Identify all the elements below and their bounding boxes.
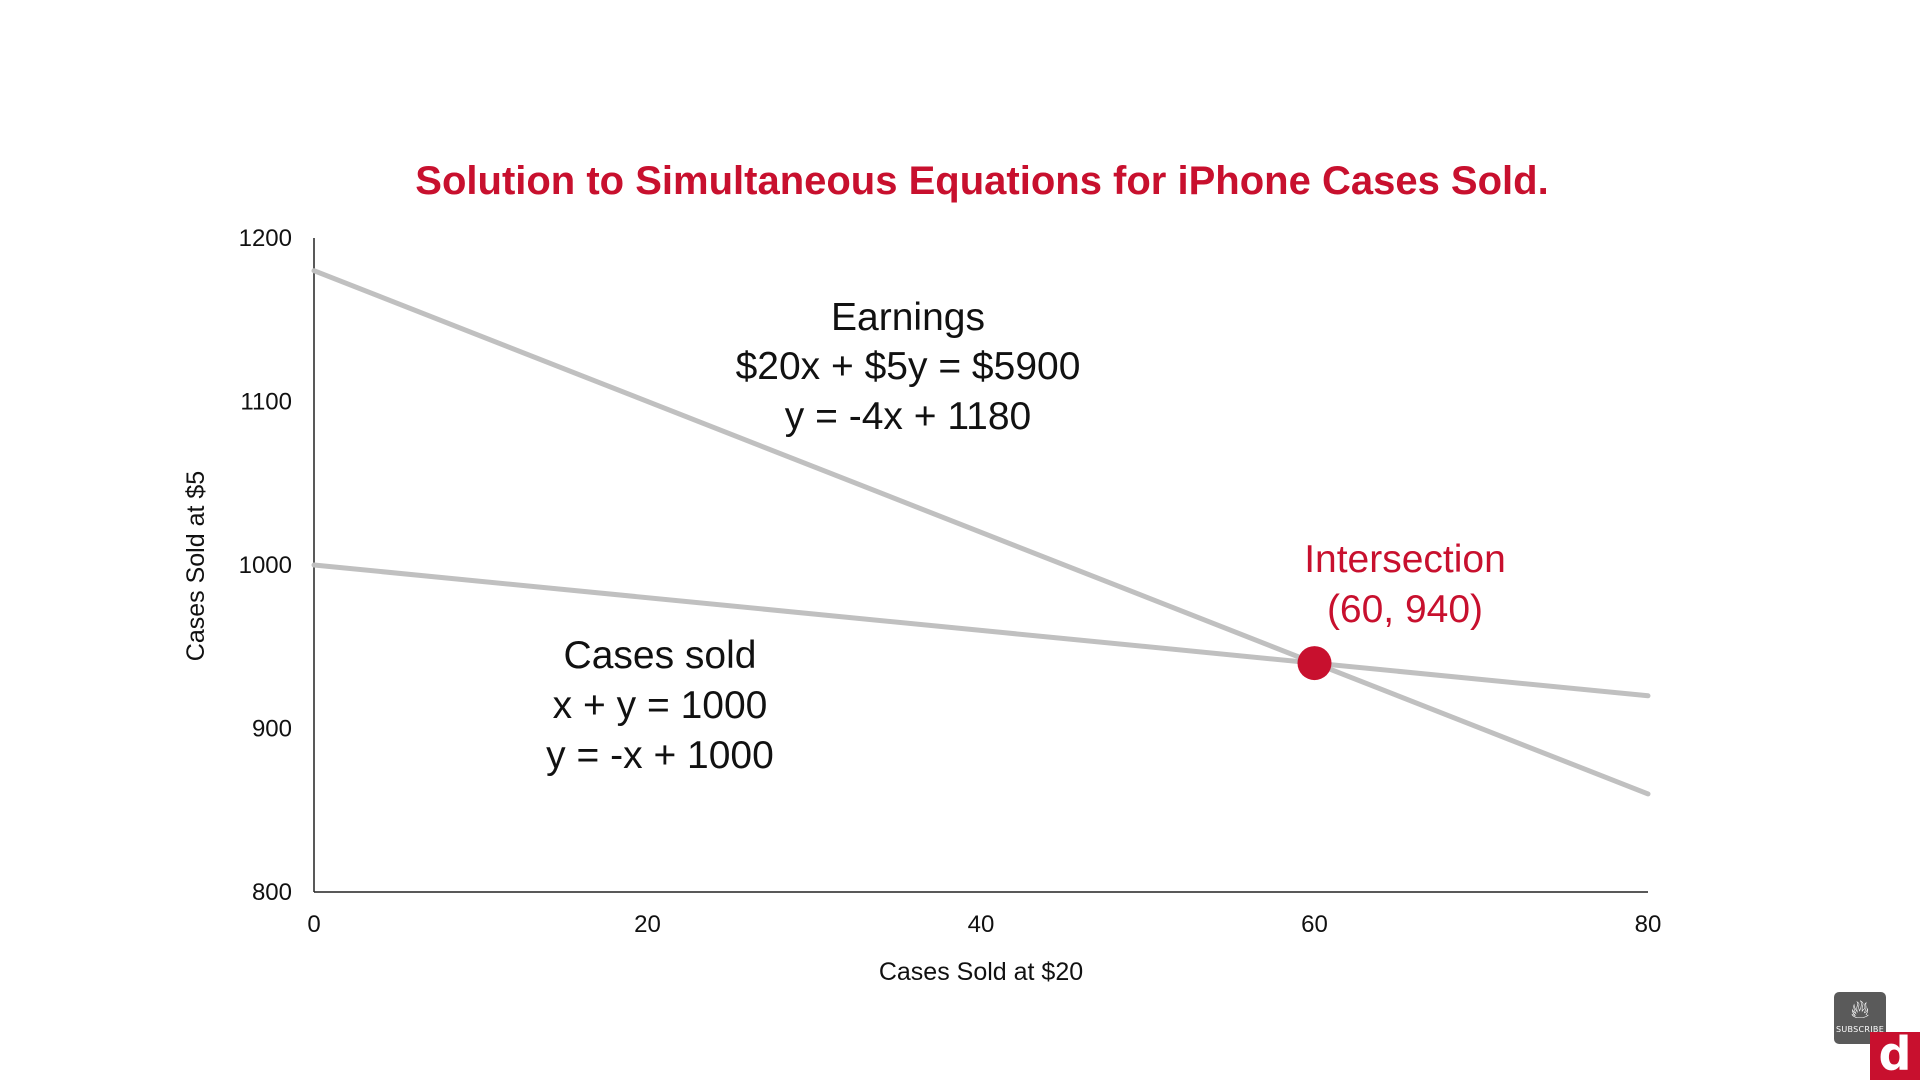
y-tick-labels: 800 900 1000 1100 1200 (239, 225, 292, 906)
intersection-point (1297, 646, 1332, 681)
earnings-annotation-equation: $20x + $5y = $5900 (736, 345, 1081, 388)
y-tick-label: 1100 (240, 389, 292, 416)
intersection-label: Intersection (1304, 538, 1506, 581)
x-tick-label: 0 (307, 911, 320, 938)
x-tick-label: 20 (634, 911, 661, 938)
x-tick-label: 60 (1301, 911, 1328, 938)
x-tick-label: 40 (968, 911, 995, 938)
chart-title: Solution to Simultaneous Equations for i… (415, 159, 1548, 203)
earnings-annotation-title: Earnings (831, 296, 985, 339)
subscribe-label: SUBSCRIBE (1835, 1025, 1885, 1034)
y-tick-label: 1000 (239, 552, 292, 579)
series-line-earnings (311, 268, 1651, 797)
cases-sold-annotation-equation: x + y = 1000 (553, 684, 768, 727)
x-tick-labels: 0 20 40 60 80 (307, 911, 1661, 938)
y-axis-label: Cases Sold at $5 (182, 471, 210, 661)
y-tick-label: 900 (252, 716, 292, 743)
y-tick-label: 1200 (239, 225, 292, 252)
cases-sold-annotation-title: Cases sold (564, 634, 757, 677)
earnings-annotation-slope-form: y = -4x + 1180 (785, 395, 1031, 438)
channel-logo[interactable]: d (1870, 1031, 1920, 1080)
y-tick-label: 800 (252, 879, 292, 906)
subscribe-badge[interactable]: 🔥︎ SUBSCRIBE (1834, 992, 1886, 1044)
flame-icon: 🔥︎ (1850, 995, 1870, 1025)
x-tick-label: 80 (1635, 911, 1662, 938)
intersection-coordinates: (60, 940) (1327, 588, 1483, 631)
cases-sold-annotation-slope-form: y = -x + 1000 (546, 734, 774, 777)
series-line-cases-sold (311, 562, 1651, 699)
x-axis-label: Cases Sold at $20 (879, 958, 1083, 986)
